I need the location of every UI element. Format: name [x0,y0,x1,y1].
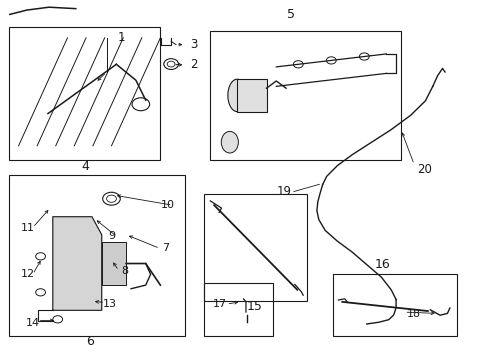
Text: 7: 7 [162,243,169,253]
Text: 13: 13 [102,299,117,309]
Text: 11: 11 [20,222,35,233]
Bar [204,194,306,301]
Text: 9: 9 [108,231,116,241]
Text: 12: 12 [20,269,35,279]
Text: 8: 8 [121,266,128,276]
Text: 17: 17 [213,299,227,309]
Bar [9,175,184,336]
Text: 6: 6 [86,335,94,348]
Text: 1: 1 [117,31,125,44]
Text: 3: 3 [189,38,197,51]
Text: 18: 18 [406,309,420,319]
Text: 19: 19 [276,185,291,198]
Polygon shape [53,217,102,310]
Ellipse shape [221,131,238,153]
Ellipse shape [227,79,246,112]
Bar [237,79,266,112]
Bar [102,242,126,285]
Text: 14: 14 [25,318,40,328]
Bar [9,27,160,160]
Bar [210,31,400,160]
Text: 15: 15 [246,300,262,313]
Text: 20: 20 [416,163,430,176]
Bar [332,274,456,336]
Text: 16: 16 [374,258,389,271]
Bar [204,283,272,336]
Text: 5: 5 [286,8,294,21]
Text: 10: 10 [160,200,174,210]
Text: 2: 2 [189,58,197,71]
Text: 4: 4 [81,160,89,173]
